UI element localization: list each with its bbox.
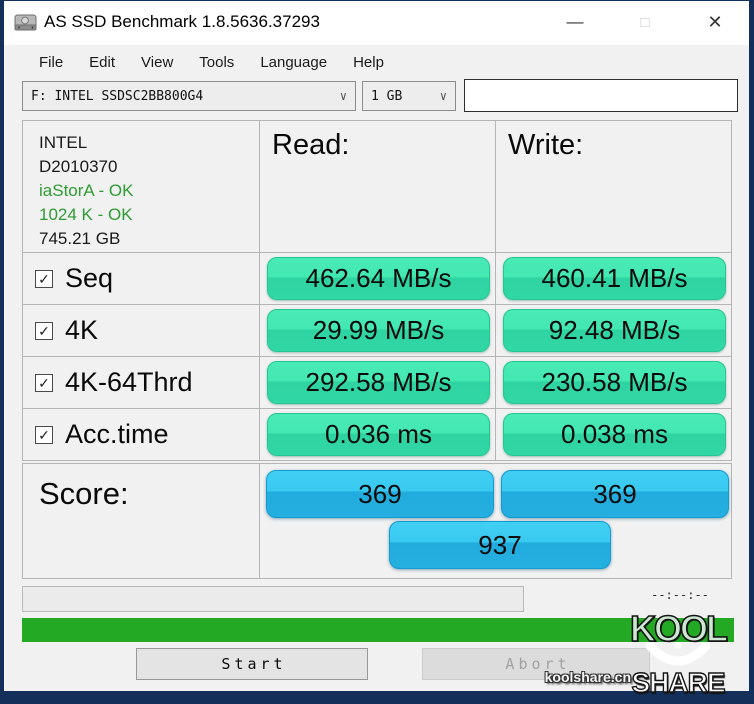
4k-write-value: 92.48 MB/s	[503, 309, 726, 352]
menu-edit[interactable]: Edit	[89, 53, 116, 71]
seq-write-value: 460.41 MB/s	[503, 257, 726, 300]
4k64-write-value: 230.58 MB/s	[503, 361, 726, 404]
test-size-value: 1 GB	[371, 88, 403, 104]
4k64-read-value: 292.58 MB/s	[267, 361, 490, 404]
drive-firmware: D2010370	[39, 157, 118, 176]
driver-status: iaStorA - OK	[39, 181, 134, 200]
checkbox-4k[interactable]: ✓	[35, 321, 53, 340]
seq-write-cell: 460.41 MB/s	[496, 253, 732, 305]
chevron-down-icon: ∨	[339, 89, 347, 103]
checkbox-acctime[interactable]: ✓	[35, 425, 53, 444]
test-label: 4K	[65, 315, 99, 345]
drive-select[interactable]: F: INTEL SSDSC2BB800G4 ∨	[22, 81, 356, 111]
score-read-value: 369	[266, 470, 494, 518]
close-button[interactable]: ✕	[707, 11, 723, 32]
score-values: 369 369 937	[260, 464, 732, 579]
test-row-4k: ✓ 4K	[23, 305, 260, 357]
smiley-icon	[645, 641, 711, 666]
menu-help[interactable]: Help	[353, 53, 384, 71]
chevron-down-icon: ∨	[439, 89, 447, 103]
menu-file[interactable]: File	[39, 53, 64, 71]
acctime-write-value: 0.038 ms	[503, 413, 726, 456]
window-title: AS SSD Benchmark 1.8.5636.37293	[44, 12, 320, 31]
menu-language[interactable]: Language	[260, 53, 328, 71]
write-column-header: Write:	[496, 121, 732, 253]
results-table: INTEL D2010370 iaStorA - OK 1024 K - OK …	[22, 120, 732, 461]
start-button[interactable]: Start	[136, 648, 368, 680]
status-bar	[22, 586, 524, 612]
alignment-status: 1024 K - OK	[39, 205, 133, 224]
menu-tools[interactable]: Tools	[199, 53, 235, 71]
4k-read-value: 29.99 MB/s	[267, 309, 490, 352]
test-label: 4K-64Thrd	[65, 367, 193, 397]
score-section: Score: 369 369 937	[22, 463, 732, 579]
checkbox-seq[interactable]: ✓	[35, 269, 53, 288]
watermark-site-text: koolshare.cn	[544, 669, 631, 685]
4k-read-cell: 29.99 MB/s	[260, 305, 496, 357]
test-row-4k64thrd: ✓ 4K-64Thrd	[23, 357, 260, 409]
4k64-write-cell: 230.58 MB/s	[496, 357, 732, 409]
test-label: Acc.time	[65, 419, 169, 449]
seq-read-value: 462.64 MB/s	[267, 257, 490, 300]
4k64-read-cell: 292.58 MB/s	[260, 357, 496, 409]
score-label: Score:	[23, 464, 260, 579]
seq-read-cell: 462.64 MB/s	[260, 253, 496, 305]
test-size-select[interactable]: 1 GB ∨	[362, 81, 456, 111]
result-field[interactable]	[464, 79, 738, 112]
acctime-read-value: 0.036 ms	[267, 413, 490, 456]
drive-select-value: F: INTEL SSDSC2BB800G4	[31, 88, 204, 104]
test-row-acctime: ✓ Acc.time	[23, 409, 260, 461]
title-bar: AS SSD Benchmark 1.8.5636.37293 — □ ✕	[4, 1, 749, 45]
checkbox-4k64thrd[interactable]: ✓	[35, 373, 53, 392]
progress-bar	[22, 618, 734, 642]
drive-info-panel: INTEL D2010370 iaStorA - OK 1024 K - OK …	[23, 121, 260, 253]
minimize-button[interactable]: —	[566, 12, 584, 31]
menu-view[interactable]: View	[141, 53, 174, 71]
read-column-header: Read:	[260, 121, 496, 253]
test-row-seq: ✓ Seq	[23, 253, 260, 305]
test-label: Seq	[65, 263, 114, 293]
acctime-write-cell: 0.038 ms	[496, 409, 732, 461]
drive-capacity: 745.21 GB	[39, 229, 121, 248]
4k-write-cell: 92.48 MB/s	[496, 305, 732, 357]
score-write-value: 369	[501, 470, 729, 518]
acctime-read-cell: 0.036 ms	[260, 409, 496, 461]
hdd-icon	[14, 14, 37, 31]
drive-model: INTEL	[39, 133, 88, 152]
score-total-value: 937	[389, 521, 611, 569]
menu-bar: File Edit View Tools Language Help	[4, 45, 749, 79]
abort-button[interactable]: Abort	[422, 648, 650, 680]
maximize-button[interactable]: □	[640, 13, 650, 31]
elapsed-time: --:--:--	[651, 588, 709, 602]
